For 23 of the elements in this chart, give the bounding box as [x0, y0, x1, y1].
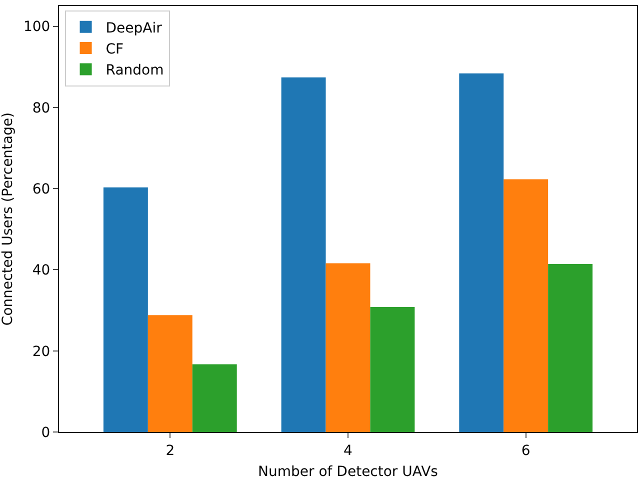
bar: [326, 263, 370, 432]
bar: [148, 315, 192, 432]
y-tick-label: 20: [32, 344, 50, 360]
legend-label: Random: [106, 62, 164, 79]
bar: [103, 187, 148, 432]
x-tick-label: 4: [344, 442, 353, 459]
y-axis-title: Connected Users (Percentage): [0, 112, 16, 326]
y-tick-label: 100: [23, 19, 50, 36]
legend-label: DeepAir: [106, 20, 162, 36]
bar: [504, 179, 548, 432]
bar: [370, 307, 415, 432]
y-tick-label: 0: [41, 424, 50, 441]
x-tick-label: 2: [166, 442, 175, 459]
bar: [192, 364, 237, 432]
y-tick-label: 80: [32, 100, 50, 116]
legend-label: CF: [106, 42, 124, 58]
y-tick-label: 60: [32, 181, 50, 198]
x-axis-title: Number of Detector UAVs: [258, 464, 438, 480]
bar: [548, 264, 593, 432]
x-tick-label: 6: [521, 442, 530, 459]
bar: [459, 73, 504, 432]
y-tick-label: 40: [32, 262, 50, 279]
bar: [281, 77, 326, 432]
